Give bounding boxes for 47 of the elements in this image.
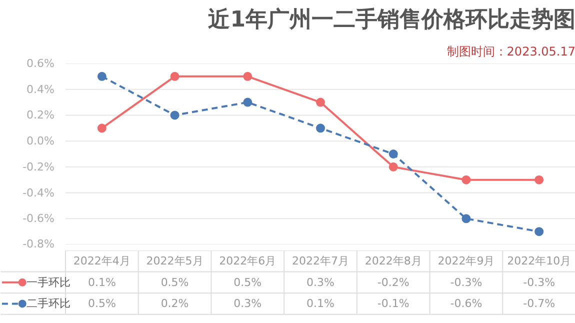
point: [462, 214, 471, 224]
y-tick-label: -0.6%: [22, 212, 55, 226]
legend-label: 二手环比: [26, 297, 71, 310]
point: [170, 110, 180, 120]
data-label: 0.1%: [88, 276, 116, 289]
data-label: -0.2%: [377, 276, 410, 289]
data-label: -0.3%: [450, 276, 482, 289]
data-label: 0.2%: [160, 297, 189, 310]
point: [316, 98, 325, 107]
data-label: -0.7%: [523, 297, 556, 310]
x-tick-label: 2022年6月: [219, 254, 276, 268]
data-label: -0.3%: [523, 276, 556, 289]
point: [534, 227, 544, 236]
point: [243, 98, 252, 107]
data-label: 0.1%: [306, 297, 334, 310]
x-tick-label: 2022年8月: [364, 254, 422, 268]
x-tick-label: 2022年7月: [292, 254, 350, 268]
y-tick-label: -0.8%: [22, 238, 55, 250]
data-label: 0.5%: [88, 297, 116, 310]
y-tick-label: 0.2%: [26, 108, 55, 122]
x-tick-label: 2022年9月: [438, 254, 495, 268]
point: [388, 150, 398, 158]
y-tick-label: 0.6%: [26, 57, 55, 70]
data-label: 0.3%: [306, 276, 334, 289]
chart-title: 近1年广州一二手销售价格环比走势图: [207, 6, 575, 32]
chart-subtitle: 制图时间：2023.05.17: [446, 44, 575, 58]
point: [534, 175, 544, 184]
y-tick-label: 0.0%: [26, 134, 55, 148]
x-tick-label: 2022年4月: [73, 254, 130, 268]
x-tick-label: 2022年5月: [146, 254, 204, 268]
y-tick-label: -0.2%: [22, 160, 55, 174]
data-label: -0.6%: [450, 297, 482, 310]
legend-label: 一手环比: [26, 276, 71, 289]
point: [462, 175, 471, 184]
point: [388, 162, 398, 172]
data-label: 0.5%: [160, 276, 189, 289]
y-tick-label: -0.4%: [22, 186, 55, 200]
data-label: 0.3%: [234, 297, 262, 310]
point: [97, 124, 106, 133]
point: [243, 72, 252, 81]
data-label: -0.1%: [377, 297, 410, 310]
point: [316, 124, 325, 133]
y-tick-label: 0.4%: [26, 82, 55, 96]
point: [97, 72, 106, 81]
point: [170, 72, 180, 81]
data-label: 0.5%: [234, 276, 262, 289]
x-tick-label: 2022年10月: [507, 254, 572, 268]
